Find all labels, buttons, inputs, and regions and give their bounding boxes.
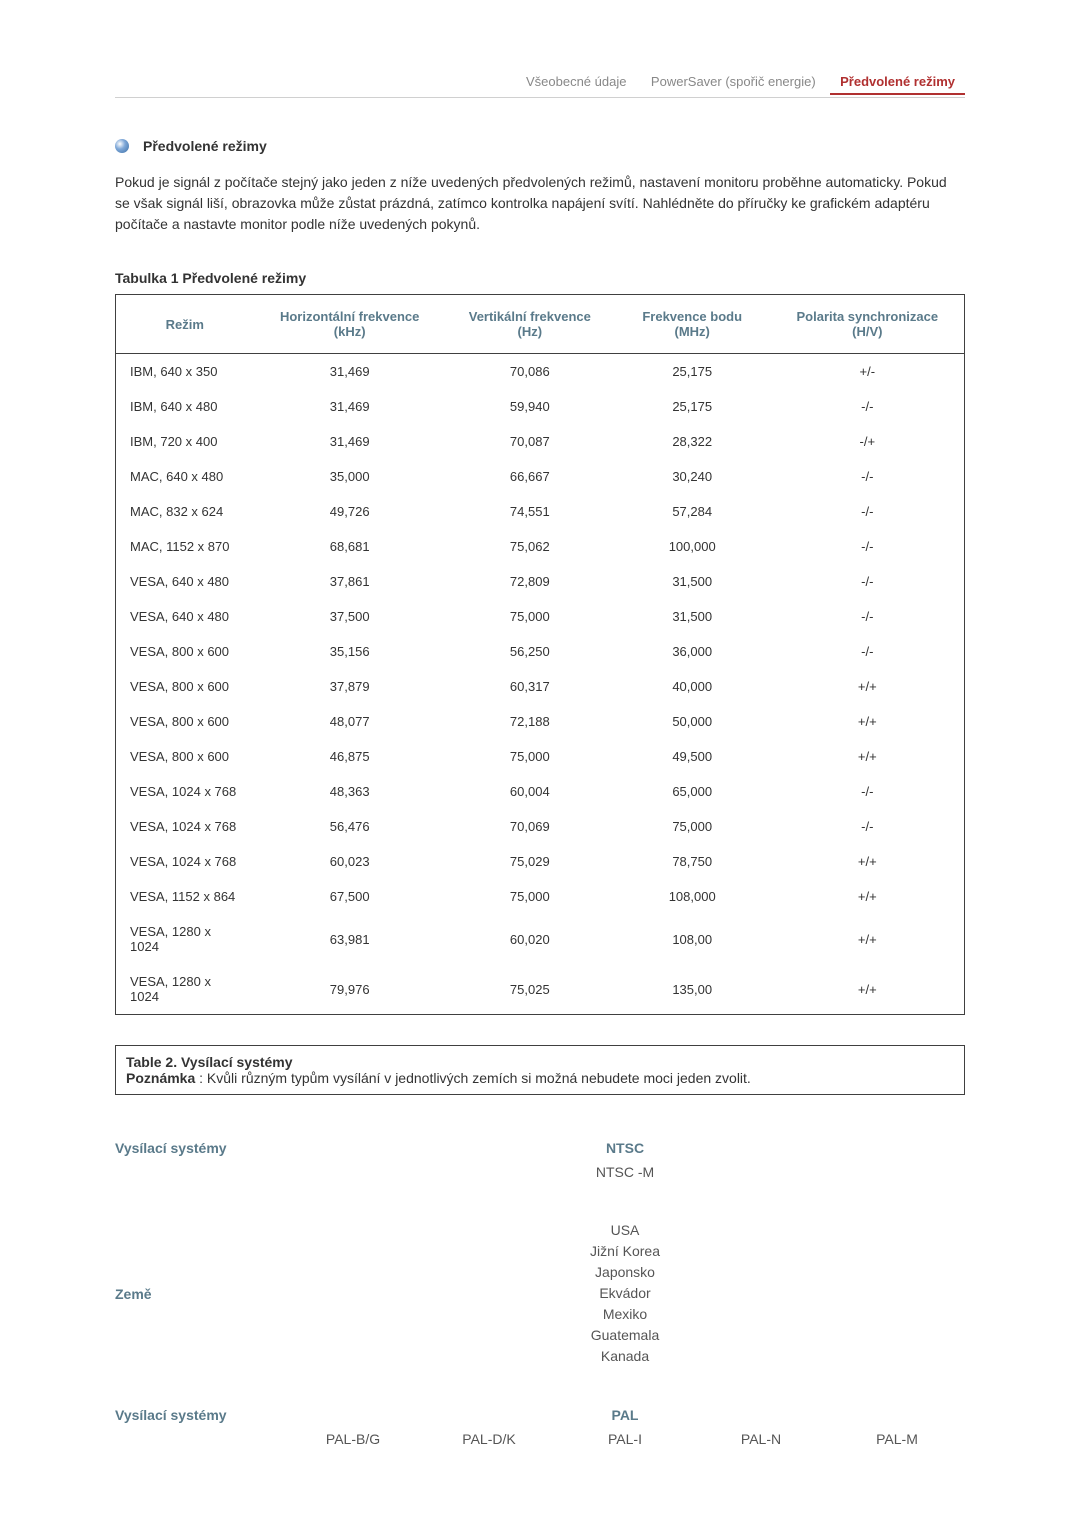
table-row: VESA, 1152 x 86467,50075,000108,000+/+ [116,879,965,914]
table-row: VESA, 1024 x 76848,36360,00465,000-/- [116,774,965,809]
table-row: VESA, 1024 x 76860,02375,02978,750+/+ [116,844,965,879]
table-row: VESA, 640 x 48037,50075,00031,500-/- [116,599,965,634]
tab-bar: Všeobecné údaje PowerSaver (spořič energ… [115,70,965,98]
pal-variant: PAL-M [829,1431,965,1447]
table-row: VESA, 800 x 60048,07772,18850,000+/+ [116,704,965,739]
tab-v-eobecn-daje[interactable]: Všeobecné údaje [516,70,636,95]
broadcast-table: Vysílací systémy NTSC NTSC -M Země USAJi… [115,1120,965,1467]
table-row: VESA, 800 x 60037,87960,31740,000+/+ [116,669,965,704]
note-title: Table 2. Vysílací systémy [126,1054,293,1070]
pal-head: PAL [285,1407,965,1423]
ntsc-countries: USAJižní KoreaJaponskoEkvádorMexikoGuate… [285,1220,965,1367]
ntsc-head: NTSC [285,1140,965,1156]
pal-variant: PAL-I [557,1431,693,1447]
pal-variant: PAL-D/K [421,1431,557,1447]
pal-variant: PAL-B/G [285,1431,421,1447]
section-header: Předvolené režimy [115,138,965,154]
table-row: VESA, 800 x 60035,15656,25036,000-/- [116,634,965,669]
ntsc-sub: NTSC -M [285,1164,965,1180]
preset-modes-table: Režim Horizontální frekvence (kHz) Verti… [115,294,965,1015]
col-hfreq: Horizontální frekvence (kHz) [254,295,446,354]
table-row: MAC, 832 x 62449,72674,55157,284-/- [116,494,965,529]
table-row: MAC, 1152 x 87068,68175,062100,000-/- [116,529,965,564]
country-label: Země [115,1286,285,1302]
col-pclk: Frekvence bodu (MHz) [614,295,771,354]
pal-variant: PAL-N [693,1431,829,1447]
table-row: IBM, 640 x 35031,46970,08625,175+/- [116,354,965,390]
broadcast-systems-label-2: Vysílací systémy [115,1407,285,1423]
tab-powersaver-spo-i-energie-[interactable]: PowerSaver (spořič energie) [641,70,826,95]
table-row: MAC, 640 x 48035,00066,66730,240-/- [116,459,965,494]
table-row: VESA, 1280 x 102463,98160,020108,00+/+ [116,914,965,964]
table-row: IBM, 720 x 40031,46970,08728,322-/+ [116,424,965,459]
table-row: IBM, 640 x 48031,46959,94025,175-/- [116,389,965,424]
table-row: VESA, 800 x 60046,87575,00049,500+/+ [116,739,965,774]
table2-note: Table 2. Vysílací systémy Poznámka : Kvů… [115,1045,965,1095]
table-row: VESA, 640 x 48037,86172,80931,500-/- [116,564,965,599]
table-row: VESA, 1024 x 76856,47670,06975,000-/- [116,809,965,844]
intro-paragraph: Pokud je signál z počítače stejný jako j… [115,172,965,235]
note-label: Poznámka [126,1070,195,1086]
section-title: Předvolené režimy [143,138,267,154]
note-text: : Kvůli různým typům vysílání v jednotli… [195,1070,751,1086]
tab-p-edvolen-re-imy[interactable]: Předvolené režimy [830,70,965,95]
table1-caption: Tabulka 1 Předvolené režimy [115,270,965,286]
col-mode: Režim [116,295,254,354]
bullet-icon [115,139,129,153]
table-row: VESA, 1280 x 102479,97675,025135,00+/+ [116,964,965,1015]
col-vfreq: Vertikální frekvence (Hz) [446,295,614,354]
broadcast-systems-label: Vysílací systémy [115,1140,285,1156]
col-pol: Polarita synchronizace (H/V) [771,295,965,354]
